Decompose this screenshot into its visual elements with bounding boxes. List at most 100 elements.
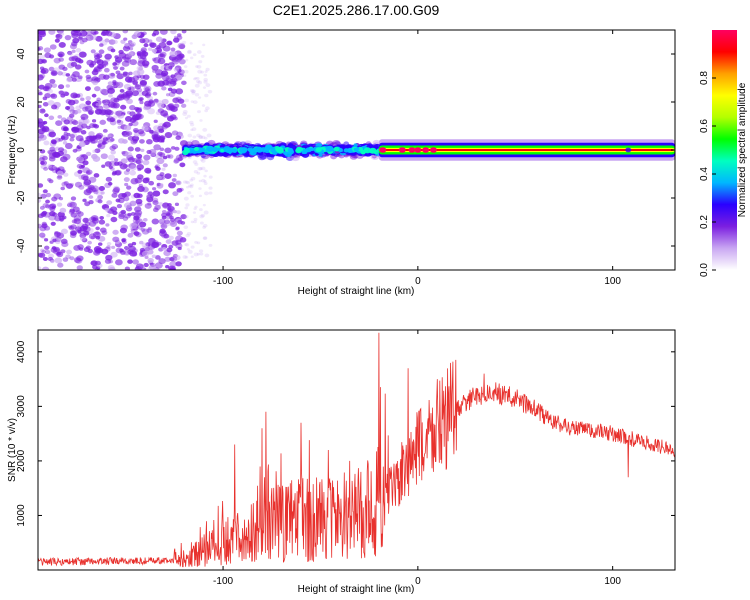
heatmap-cell xyxy=(101,89,110,96)
heatmap-cell xyxy=(203,181,208,186)
y-tick-label: 1000 xyxy=(16,504,27,527)
heatmap-cell xyxy=(38,223,42,229)
heatmap-cell xyxy=(82,118,90,125)
heatmap-cell xyxy=(204,136,208,140)
heatmap-cell xyxy=(77,244,84,250)
heatmap-cell xyxy=(169,217,176,222)
heatmap-cell xyxy=(69,230,78,236)
heatmap-cell xyxy=(41,221,47,226)
heatmap-cell xyxy=(55,120,63,126)
heatmap-cell xyxy=(58,53,63,57)
heatmap-cell xyxy=(40,69,47,74)
heatmap-cell xyxy=(104,38,110,43)
heatmap-cell xyxy=(103,67,110,73)
heatmap-cell xyxy=(107,109,114,116)
heatmap-cell xyxy=(170,47,176,52)
heatmap-cell xyxy=(190,245,195,249)
heatmap-cell xyxy=(162,189,169,195)
heatmap-cell xyxy=(193,77,197,81)
heatmap-cell xyxy=(177,69,185,75)
heatmap-cell xyxy=(153,99,159,104)
heatmap-cell xyxy=(190,123,195,127)
heatmap-cell xyxy=(52,212,58,217)
heatmap-cell xyxy=(38,104,42,109)
heatmap-cell xyxy=(190,183,194,187)
heatmap-cell xyxy=(205,67,210,72)
heatmap-cell xyxy=(101,88,108,94)
heatmap-cell xyxy=(122,30,129,34)
heatmap-cell xyxy=(120,209,127,215)
heatmap-cell xyxy=(200,159,206,163)
heatmap-cell xyxy=(122,45,131,52)
heatmap-cell xyxy=(176,187,183,193)
heatmap-cell xyxy=(107,134,112,138)
heatmap-cell xyxy=(172,191,179,197)
x-tick-label: 0 xyxy=(415,576,421,587)
heatmap-cell xyxy=(65,254,71,259)
heatmap-cell xyxy=(315,147,322,153)
heatmap-cell xyxy=(133,212,142,219)
heatmap-cell xyxy=(137,156,142,161)
heatmap-cell xyxy=(43,47,51,54)
heatmap-cell xyxy=(168,182,176,189)
heatmap-cell xyxy=(178,58,186,65)
heatmap-cell xyxy=(38,157,45,162)
heatmap-cell xyxy=(189,120,194,125)
y-tick-label: 20 xyxy=(16,96,27,108)
heatmap-cell xyxy=(183,225,189,229)
heatmap-cell xyxy=(76,255,84,262)
heatmap-cell xyxy=(113,186,121,193)
heatmap-cell xyxy=(70,119,77,125)
snr-frame xyxy=(37,329,676,571)
heatmap-cell xyxy=(179,162,186,168)
heatmap-cell xyxy=(100,153,108,160)
heatmap-cell xyxy=(131,90,139,97)
heatmap-cell xyxy=(193,220,197,224)
heatmap-cell xyxy=(129,222,138,229)
heatmap-cell xyxy=(69,137,75,142)
heatmap-cell xyxy=(67,51,74,56)
heatmap-cell xyxy=(55,33,63,40)
heatmap-cell xyxy=(182,74,187,77)
heatmap-cell xyxy=(93,249,101,256)
heatmap-cell xyxy=(56,251,64,258)
heatmap-cell xyxy=(57,114,63,119)
heatmap-cell xyxy=(151,48,157,53)
heatmap-cell xyxy=(125,151,133,158)
heatmap-cell xyxy=(38,198,42,203)
heatmap-cell xyxy=(174,202,180,207)
heatmap-cell xyxy=(122,71,128,76)
heatmap-cell xyxy=(50,139,57,144)
spectrogram-xlabel: Height of straight line (km) xyxy=(298,286,415,297)
heatmap-cell xyxy=(184,206,189,210)
heatmap-cell xyxy=(148,180,155,186)
heatmap-cell xyxy=(154,165,159,169)
heatmap-cell xyxy=(333,146,340,152)
heatmap-cell xyxy=(92,149,97,154)
heatmap-cell xyxy=(134,177,143,184)
heatmap-cell xyxy=(129,170,137,176)
heatmap-cell xyxy=(138,221,147,228)
heatmap-cell xyxy=(152,91,158,96)
heatmap-cell xyxy=(170,30,177,35)
heatmap-cell xyxy=(150,262,156,268)
heatmap-cell xyxy=(129,45,134,49)
heatmap-cell xyxy=(119,89,125,93)
heatmap-cell xyxy=(99,43,104,47)
heatmap-cell xyxy=(91,185,100,192)
heatmap-cell xyxy=(147,108,155,115)
heatmap-cell xyxy=(189,178,194,182)
heatmap-cell xyxy=(48,66,55,72)
heatmap-cell xyxy=(110,150,116,155)
heatmap-cell xyxy=(106,84,114,91)
heatmap-cell xyxy=(74,53,81,59)
heatmap-cell xyxy=(128,51,134,56)
heatmap-cell xyxy=(186,186,190,189)
heatmap-cell xyxy=(82,167,90,174)
heatmap-cell xyxy=(42,96,48,101)
heatmap-cell xyxy=(170,74,176,79)
heatmap-cell xyxy=(120,39,126,44)
heatmap-cell xyxy=(48,149,57,156)
heatmap-cell xyxy=(186,231,192,236)
heatmap-cell xyxy=(64,142,73,150)
